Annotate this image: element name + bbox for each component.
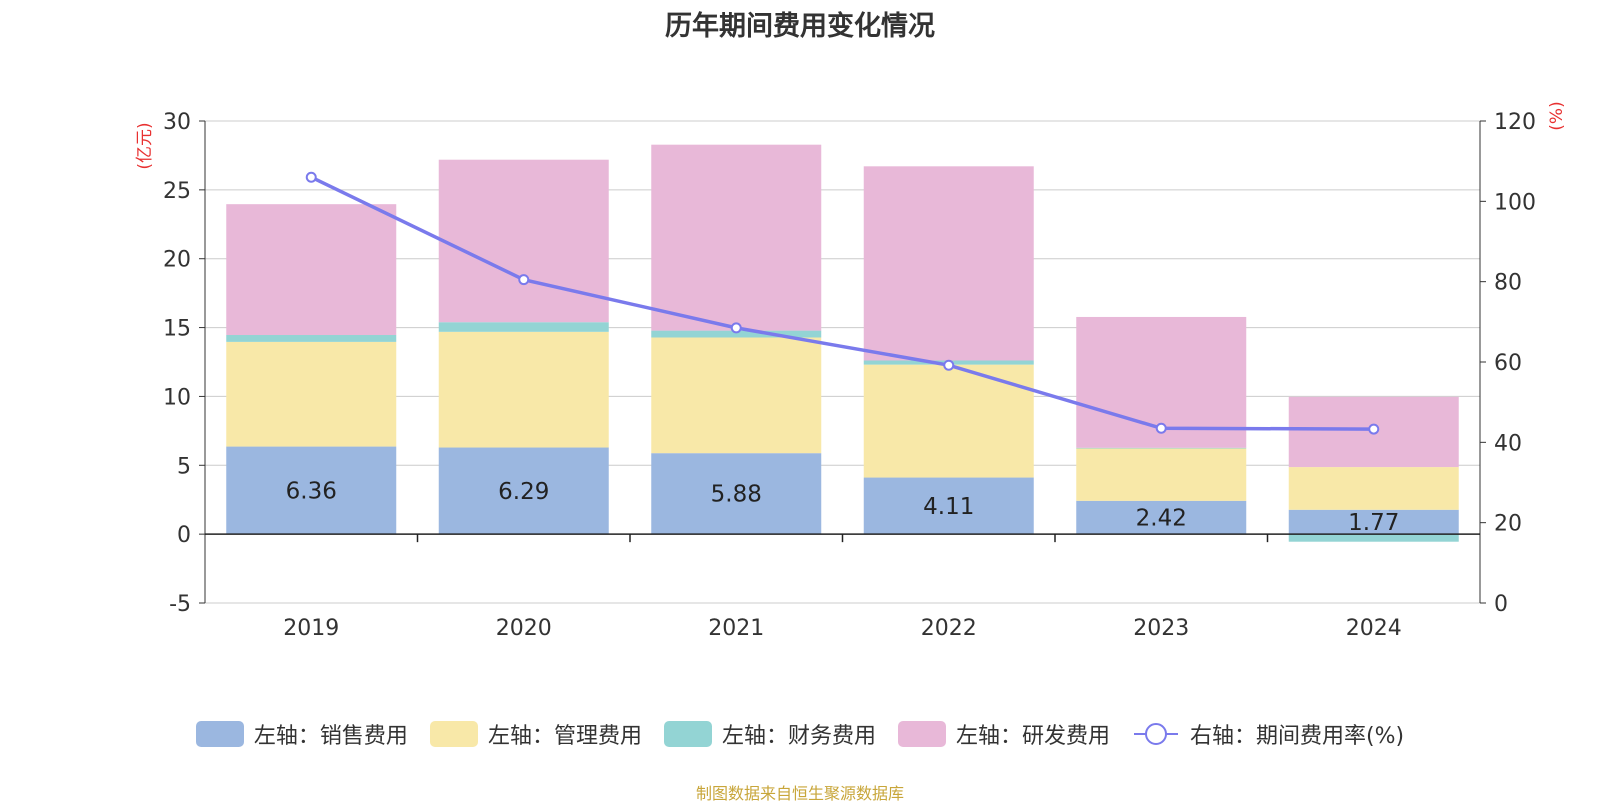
grid-lines [205,120,1480,604]
bar-admin-2024 [1288,467,1459,510]
chart-area: -5 0 5 10 15 20 25 30 0 20 40 60 80 100 120 (亿元) (%) 2019… [135,101,1567,641]
legend-swatch [429,721,478,747]
left-tick-label: 0 [177,523,191,548]
data-label-sales-2019: 6.36 [286,478,337,504]
legend-label: 左轴：管理费用 [487,724,642,749]
rate-point-2019 [305,171,317,183]
data-label-sales-2023: 2.42 [1136,505,1187,531]
left-axis-unit: (亿元) [135,122,155,169]
rate-point-2023 [1155,422,1167,434]
data-label-sales-2020: 6.29 [498,479,549,505]
data-label-sales-2024: 1.77 [1348,510,1399,536]
right-tick-label: 40 [1494,431,1522,456]
right-tick-label: 0 [1494,592,1508,617]
legend-label: 左轴：销售费用 [253,724,408,749]
bar-admin-2019 [226,341,397,447]
bar-sales-2022 [863,477,1034,535]
bar-finance-2020 [438,322,609,332]
rate-point-2020 [518,274,530,286]
data-label-sales-2022: 4.11 [923,494,974,520]
right-tick-label: 60 [1494,351,1522,376]
x-tick-label: 2022 [921,616,977,641]
bar-sales-2024 [1288,509,1459,535]
legend-item-rnd[interactable]: 左轴：研发费用 [897,718,1110,750]
rate-line-layer [305,171,1380,435]
right-tick-label: 100 [1494,190,1536,215]
bar-finance-2024 [1288,534,1459,542]
left-tick-label: 15 [163,317,191,342]
bar-sales-2023 [1076,500,1247,535]
bar-sales-2020 [438,447,609,535]
x-tick-label: 2019 [283,616,339,641]
x-tick-label: 2021 [708,616,764,641]
bar-rnd-2022 [863,166,1034,361]
bar-sales-2021 [651,453,822,535]
legend-line-marker [1133,723,1178,745]
legend-item-sales[interactable]: 左轴：销售费用 [195,718,408,750]
source-note: 制图数据来自恒生聚源数据库 [695,784,904,803]
bar-sales-2019 [226,446,397,535]
left-tick-label: -5 [169,592,191,617]
legend-item-admin[interactable]: 左轴：管理费用 [429,718,642,750]
left-tick-label: 30 [163,110,191,135]
legend-label: 左轴：财务费用 [721,724,876,749]
legend-swatch [663,721,712,747]
legend-item-finance[interactable]: 左轴：财务费用 [663,718,876,750]
bar-finance-2019 [226,335,397,342]
left-tick-label: 20 [163,248,191,273]
rate-point-2021 [730,322,742,334]
bar-finance-2021 [651,330,822,338]
right-tick-label: 120 [1494,110,1536,135]
left-tick-label: 5 [177,454,191,479]
legend-label: 左轴：研发费用 [955,724,1110,749]
bar-rnd-2019 [226,204,397,336]
right-tick-label: 80 [1494,271,1522,296]
right-axis-unit: (%) [1547,101,1567,130]
bar-layer [226,144,1459,542]
bar-admin-2023 [1076,448,1247,501]
bar-admin-2021 [651,337,822,454]
legend: 左轴：销售费用 左轴：管理费用 左轴：财务费用 左轴：研发费用 右轴：期间费用率(%) [0,718,1600,750]
axes: -5 0 5 10 15 20 25 30 0 20 40 60 80 100 120 (亿元) (%) 2019… [135,101,1567,641]
data-labels: 6.36 6.29 5.88 4.11 2.42 1.77 [286,478,1400,536]
legend-label: 右轴：期间费用率(%) [1189,724,1405,749]
bar-finance-2023 [1076,447,1247,449]
chart-title: 历年期间费用变化情况 [665,11,935,42]
data-label-sales-2021: 5.88 [711,482,762,508]
left-tick-label: 10 [163,385,191,410]
bar-rnd-2020 [438,159,609,323]
legend-swatch [195,721,244,747]
bar-rnd-2021 [651,144,822,331]
legend-swatch [897,721,946,747]
rate-line [310,175,1374,431]
bar-admin-2020 [438,331,609,448]
left-tick-label: 25 [163,179,191,204]
x-tick-label: 2023 [1133,616,1189,641]
x-tick-label: 2020 [496,616,552,641]
right-tick-label: 20 [1494,512,1522,537]
rate-point-2024 [1368,423,1380,435]
x-tick-label: 2024 [1346,616,1402,641]
legend-item-rate[interactable]: 右轴：期间费用率(%) [1132,718,1404,750]
rate-point-2022 [943,359,955,371]
